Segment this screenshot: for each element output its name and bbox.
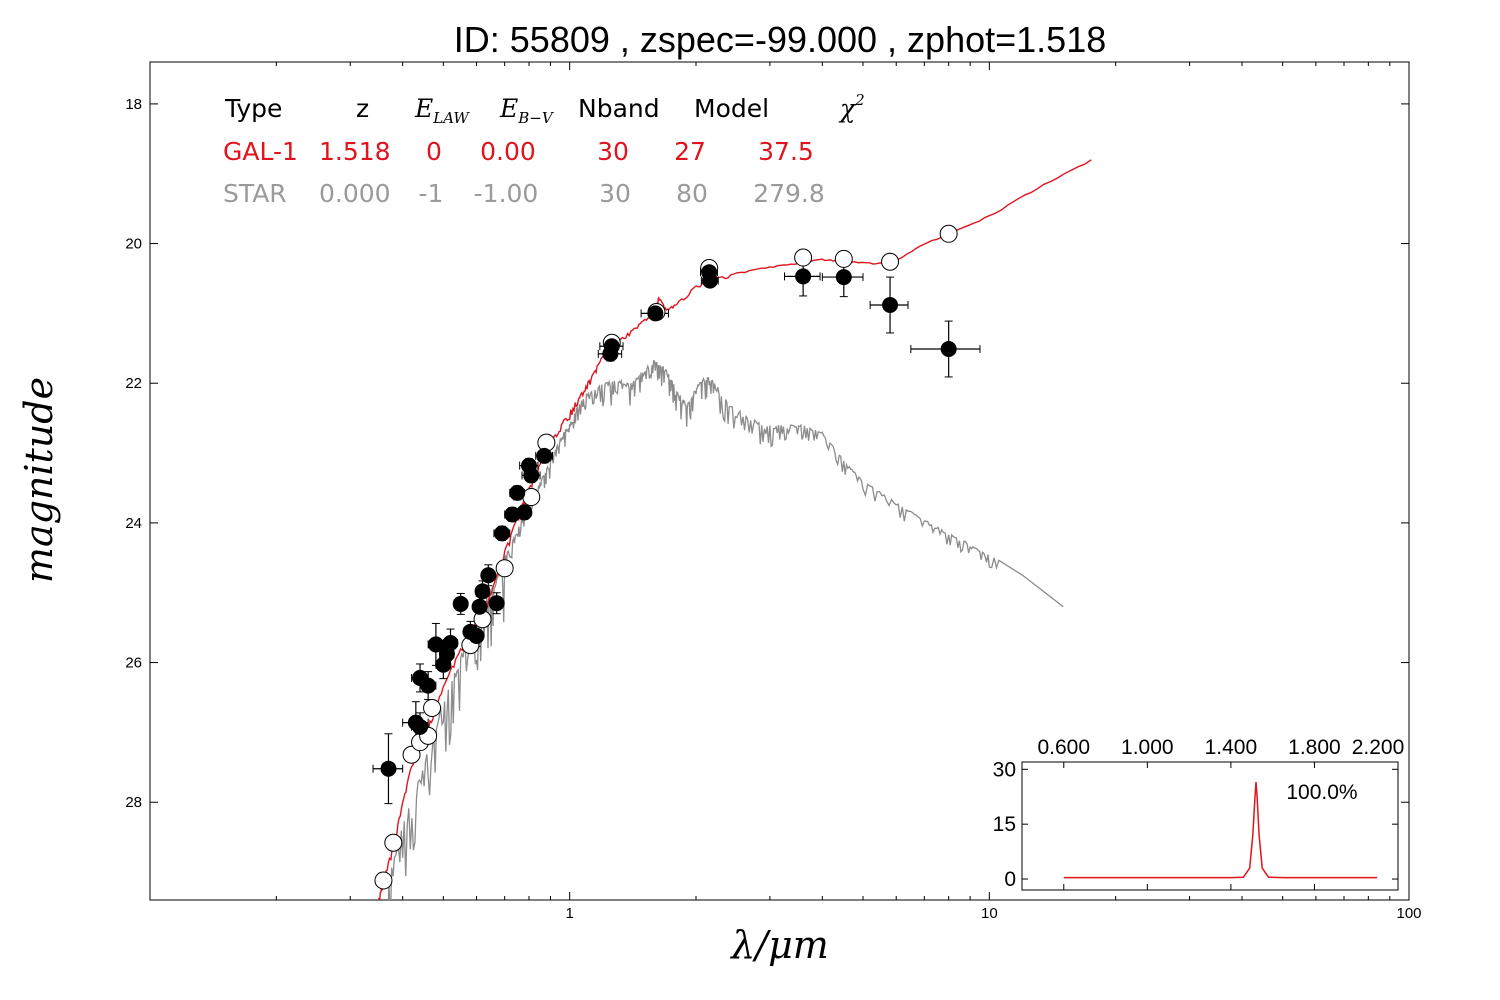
cell-model: 27 [674, 137, 706, 166]
observed-point [940, 341, 957, 358]
cell-model: 80 [676, 179, 708, 208]
model-point [384, 833, 403, 852]
galaxy-sed-line [377, 159, 1092, 900]
observed-point [516, 504, 533, 521]
observed-point [603, 338, 620, 355]
cell-nband: 30 [597, 137, 629, 166]
inset-x-tick-label: 1.400 [1205, 736, 1258, 759]
table-header-ebv-main: E [499, 94, 518, 123]
inset-x-tick-label: 2.200 [1352, 736, 1405, 759]
table-header-chi2: χ2 [838, 91, 865, 123]
galaxy-sed-layer [377, 159, 1092, 900]
table-header-nband: Nband [578, 94, 660, 123]
observed-point [380, 760, 397, 777]
observed-point [480, 567, 497, 584]
table-header-z: z [356, 94, 369, 123]
observed-point [442, 635, 459, 652]
photometry-points-layer [372, 224, 981, 890]
model-point [423, 698, 442, 717]
inset-frame [1021, 761, 1399, 891]
inset-x-tick-label: 1.800 [1288, 736, 1341, 759]
table-header-elaw-main: E [414, 94, 433, 123]
observed-point [523, 467, 540, 484]
y-tick-label: 28 [125, 794, 142, 811]
cell-type: GAL-1 [223, 137, 298, 166]
plot-frame [149, 61, 1410, 901]
cell-chi2: 279.8 [753, 179, 825, 208]
inset-y-tick-label: 30 [993, 758, 1016, 781]
inset-pdf-line-layer [1063, 782, 1378, 879]
table-header-chi2-sup: 2 [854, 91, 865, 109]
table-header-elaw: ELAW [414, 94, 470, 127]
observed-point [474, 583, 491, 600]
cell-ebv: 0.00 [480, 137, 536, 166]
cell-elaw: -1 [419, 179, 444, 208]
table-header-chi2-main: χ [838, 94, 857, 123]
model-point [495, 559, 514, 578]
table-header-elaw-sub: LAW [432, 109, 470, 127]
inset-y-tick-label: 0 [1004, 868, 1016, 891]
cell-chi2: 37.5 [758, 137, 814, 166]
y-tick-label: 22 [125, 375, 142, 392]
observed-point [488, 595, 505, 612]
table-header-model: Model [694, 94, 769, 123]
model-point [374, 871, 393, 890]
x-tick-label: 10 [981, 905, 998, 922]
inset-y-tick-label: 15 [993, 813, 1016, 836]
fit-table: Type z ELAW EB−V Nband Model χ2 GAL-1 1.… [223, 91, 865, 208]
model-point [881, 252, 900, 271]
cell-z: 1.518 [319, 137, 391, 166]
model-point [794, 248, 813, 267]
observed-point [412, 718, 429, 735]
observed-point [882, 297, 899, 314]
inset-axis-ticks: 0.600 1.000 1.400 1.800 2.200 0 15 30 [993, 736, 1405, 891]
observed-point [471, 598, 488, 615]
inset-pdf-line [1063, 782, 1378, 879]
star-sed-line [387, 359, 1064, 900]
observed-point [509, 484, 526, 501]
model-point [402, 745, 421, 764]
x-tick-label: 100 [1396, 905, 1421, 922]
cell-nband: 30 [599, 179, 631, 208]
observed-point [835, 269, 852, 286]
table-row-galaxy: GAL-1 1.518 0 0.00 30 27 37.5 [223, 137, 814, 166]
y-tick-label: 26 [125, 655, 142, 672]
star-sed-layer [387, 359, 1064, 900]
observed-point [452, 595, 469, 612]
observed-point [647, 305, 664, 322]
table-header-type: Type [224, 94, 282, 123]
model-point [834, 249, 853, 268]
observed-point [420, 677, 437, 694]
cell-type: STAR [223, 179, 287, 208]
observed-point [536, 447, 553, 464]
observed-point [494, 525, 511, 542]
y-tick-label: 18 [125, 96, 142, 113]
inset-annotation: 100.0% [1286, 781, 1357, 804]
y-axis-label: magnitude [17, 377, 61, 583]
cell-ebv: -1.00 [474, 179, 539, 208]
observed-point [702, 272, 719, 289]
x-axis-label: λ/μm [729, 923, 829, 967]
y-tick-label: 20 [125, 236, 142, 253]
observed-point [795, 268, 812, 285]
table-row-star: STAR 0.000 -1 -1.00 30 80 279.8 [223, 179, 825, 208]
table-header-ebv-sub: B−V [517, 109, 555, 127]
observed-point [468, 628, 485, 645]
inset-x-tick-label: 0.600 [1037, 736, 1090, 759]
chart-title: ID: 55809 , zspec=-99.000 , zphot=1.518 [454, 19, 1106, 60]
inset-pdf-chart: 0.600 1.000 1.400 1.800 2.200 0 15 30 100.0% [993, 736, 1405, 891]
table-header-ebv: EB−V [499, 94, 555, 127]
cell-z: 0.000 [319, 179, 391, 208]
model-point [522, 488, 541, 507]
cell-elaw: 0 [426, 137, 442, 166]
inset-x-tick-label: 1.000 [1121, 736, 1174, 759]
model-point [939, 224, 958, 243]
x-tick-label: 1 [565, 905, 573, 922]
y-tick-label: 24 [125, 515, 142, 532]
